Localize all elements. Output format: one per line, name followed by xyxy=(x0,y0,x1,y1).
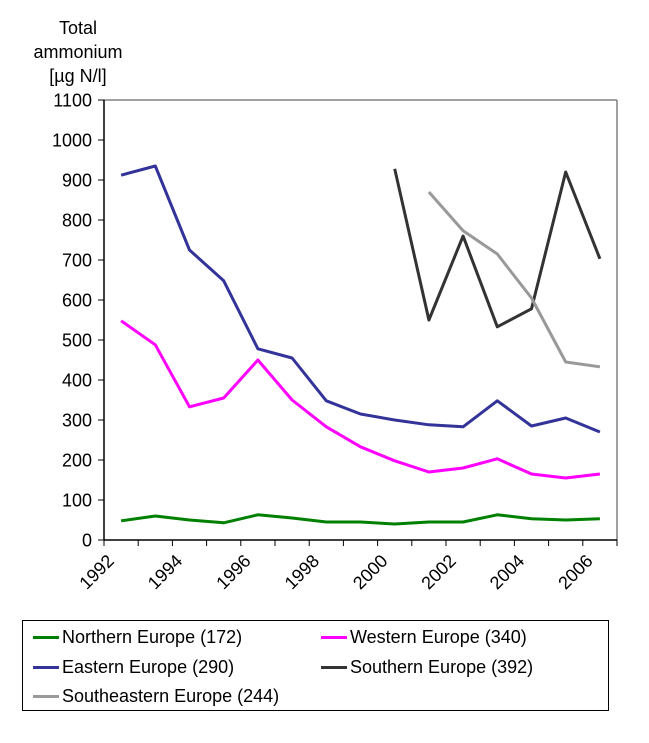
series-line-western xyxy=(120,319,601,480)
legend-item-southeastern: Southeastern Europe (244) xyxy=(33,682,279,710)
legend-label: Western Europe (340) xyxy=(350,626,527,647)
plot-frame xyxy=(104,99,618,540)
y-axis-title-line: ammonium xyxy=(33,42,123,62)
y-tick-label: 500 xyxy=(62,331,92,351)
y-tick-label: 1000 xyxy=(52,131,92,151)
legend-swatch xyxy=(321,665,347,669)
legend-swatch xyxy=(33,665,59,669)
legend-item-northern: Northern Europe (172) xyxy=(33,623,242,651)
legend-swatch xyxy=(33,635,59,639)
series-line-eastern xyxy=(120,164,601,434)
y-tick-label: 600 xyxy=(62,291,92,311)
series-line-southern xyxy=(393,168,602,329)
x-tick-label: 2004 xyxy=(486,551,528,593)
legend-label: Southeastern Europe (244) xyxy=(62,685,280,706)
y-tick-label: 400 xyxy=(62,371,92,391)
y-tick-label: 100 xyxy=(62,491,92,511)
x-tick-label: 2000 xyxy=(349,551,391,593)
series-line-southeastern xyxy=(427,191,601,369)
y-tick-label: 700 xyxy=(62,251,92,271)
y-tick-label: 800 xyxy=(62,211,92,231)
x-tick-label: 1998 xyxy=(281,551,323,593)
y-tick-label: 1100 xyxy=(53,91,92,111)
x-tick-label: 1994 xyxy=(144,551,186,593)
series-line-northern xyxy=(120,513,600,526)
x-tick-label: 1996 xyxy=(212,551,254,593)
series-lines xyxy=(120,164,602,526)
legend: Northern Europe (172) Western Europe (34… xyxy=(22,620,609,711)
y-tick-label: 0 xyxy=(82,531,92,551)
x-axis: 1992 1994 1996 1998 2000 2002 2004 2006 xyxy=(75,539,618,593)
y-tick-label: 200 xyxy=(62,451,92,471)
legend-label: Southern Europe (392) xyxy=(350,656,534,677)
y-tick-label: 900 xyxy=(62,171,92,191)
legend-label: Northern Europe (172) xyxy=(62,626,243,647)
legend-item-western: Western Europe (340) xyxy=(321,623,527,651)
y-axis: 0 100 200 300 400 500 600 700 800 900 1000 1100 xyxy=(52,91,105,551)
legend-item-southern: Southern Europe (392) xyxy=(321,653,533,681)
x-tick-label: 2006 xyxy=(554,551,596,593)
legend-label: Eastern Europe (290) xyxy=(62,656,235,677)
y-axis-title-line: Total xyxy=(58,18,98,38)
legend-item-eastern: Eastern Europe (290) xyxy=(33,653,234,681)
y-tick-label: 300 xyxy=(62,411,92,431)
legend-swatch xyxy=(321,635,347,639)
legend-swatch xyxy=(33,694,59,698)
y-axis-title: Total ammonium [µg N/l] xyxy=(18,16,138,88)
y-axis-title-line: [µg N/l] xyxy=(49,66,107,86)
x-tick-label: 1992 xyxy=(75,551,117,593)
x-tick-label: 2002 xyxy=(417,551,459,593)
